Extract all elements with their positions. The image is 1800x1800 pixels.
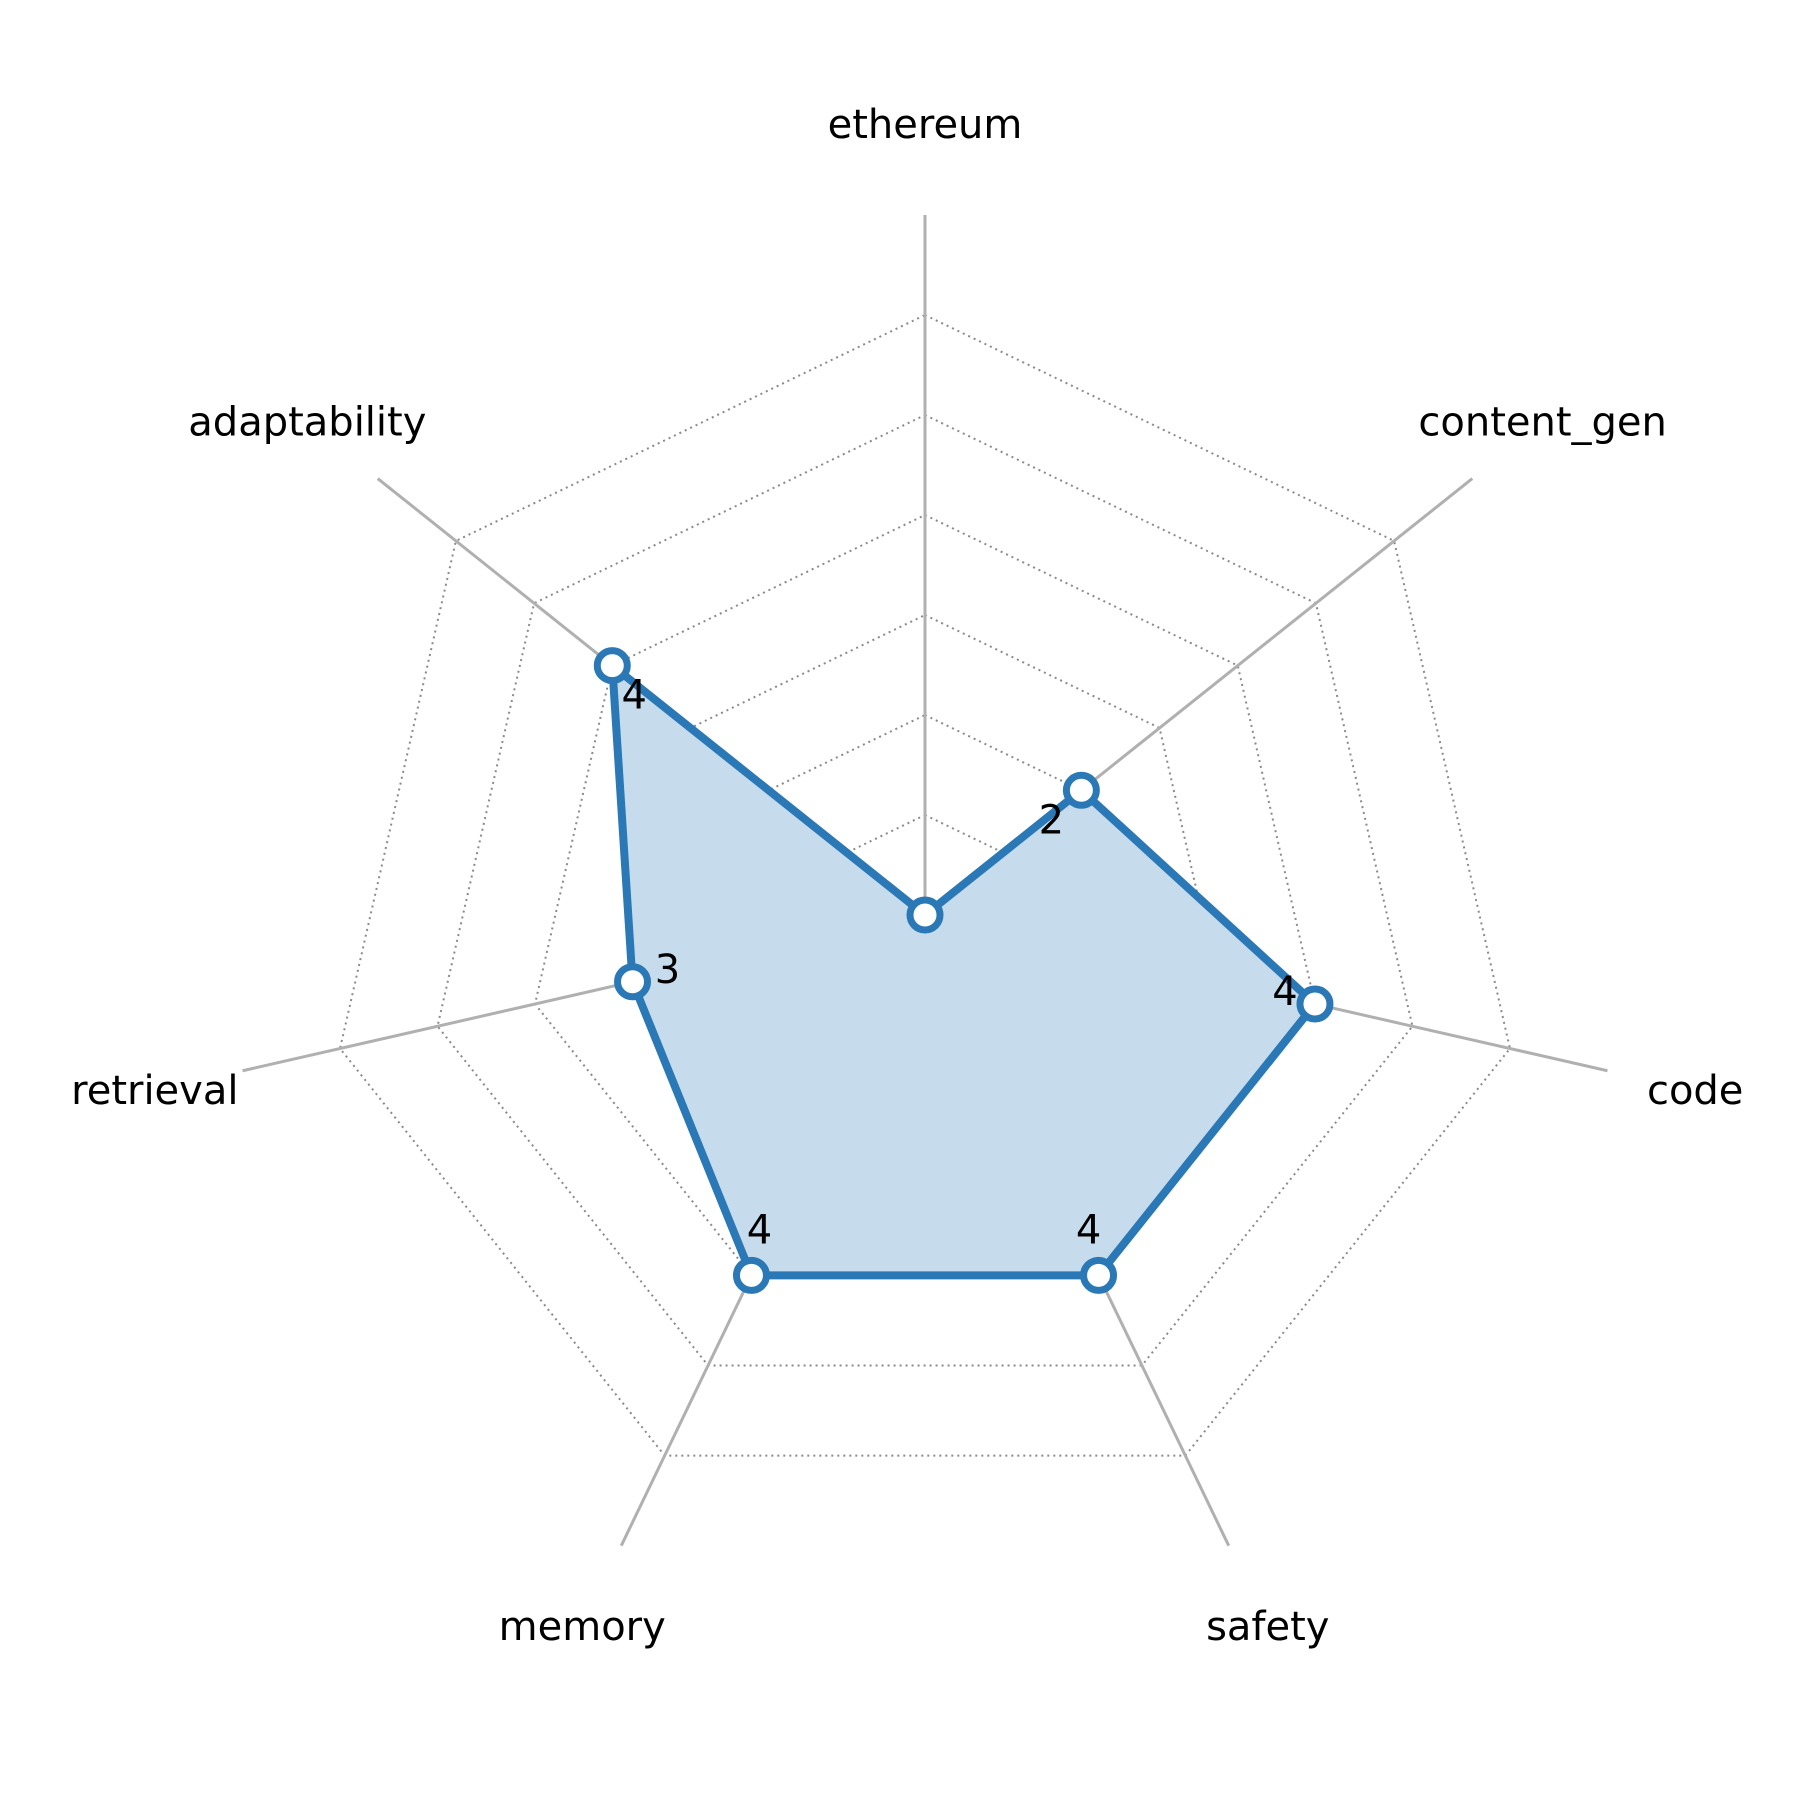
value-label-retrieval: 3: [655, 947, 680, 993]
data-point-ethereum: [906, 896, 944, 934]
data-point-memory: [732, 1256, 770, 1294]
axis-label-retrieval: retrieval: [71, 1068, 238, 1114]
value-label-content_gen: 2: [1039, 797, 1064, 843]
value-label-safety: 4: [1076, 1207, 1101, 1253]
data-point-safety: [1080, 1256, 1118, 1294]
value-label-adaptability: 4: [622, 673, 647, 719]
axis-label-ethereum: ethereum: [828, 102, 1023, 148]
axis-label-safety: safety: [1206, 1604, 1329, 1650]
data-point-retrieval: [614, 963, 652, 1001]
axis-label-memory: memory: [499, 1604, 666, 1650]
axis-spokes: [242, 215, 1608, 1547]
value-label-memory: 4: [747, 1207, 772, 1253]
data-point-code: [1296, 985, 1334, 1023]
series-area: [608, 661, 1319, 1280]
value-label-code: 4: [1272, 969, 1297, 1015]
data-point-adaptability: [593, 647, 631, 685]
grid-ring-5: [436, 413, 1414, 1367]
axis-label-content_gen: content_gen: [1418, 399, 1667, 445]
data-point-content_gen: [1062, 771, 1100, 809]
grid-ring-6: [338, 313, 1512, 1457]
data-markers: [593, 647, 1334, 1294]
axis-label-adaptability: adaptability: [188, 399, 426, 445]
value-labels: 2 4 4 4 3 4: [622, 673, 1298, 1254]
data-series: [608, 661, 1319, 1280]
axis-label-code: code: [1647, 1068, 1743, 1114]
